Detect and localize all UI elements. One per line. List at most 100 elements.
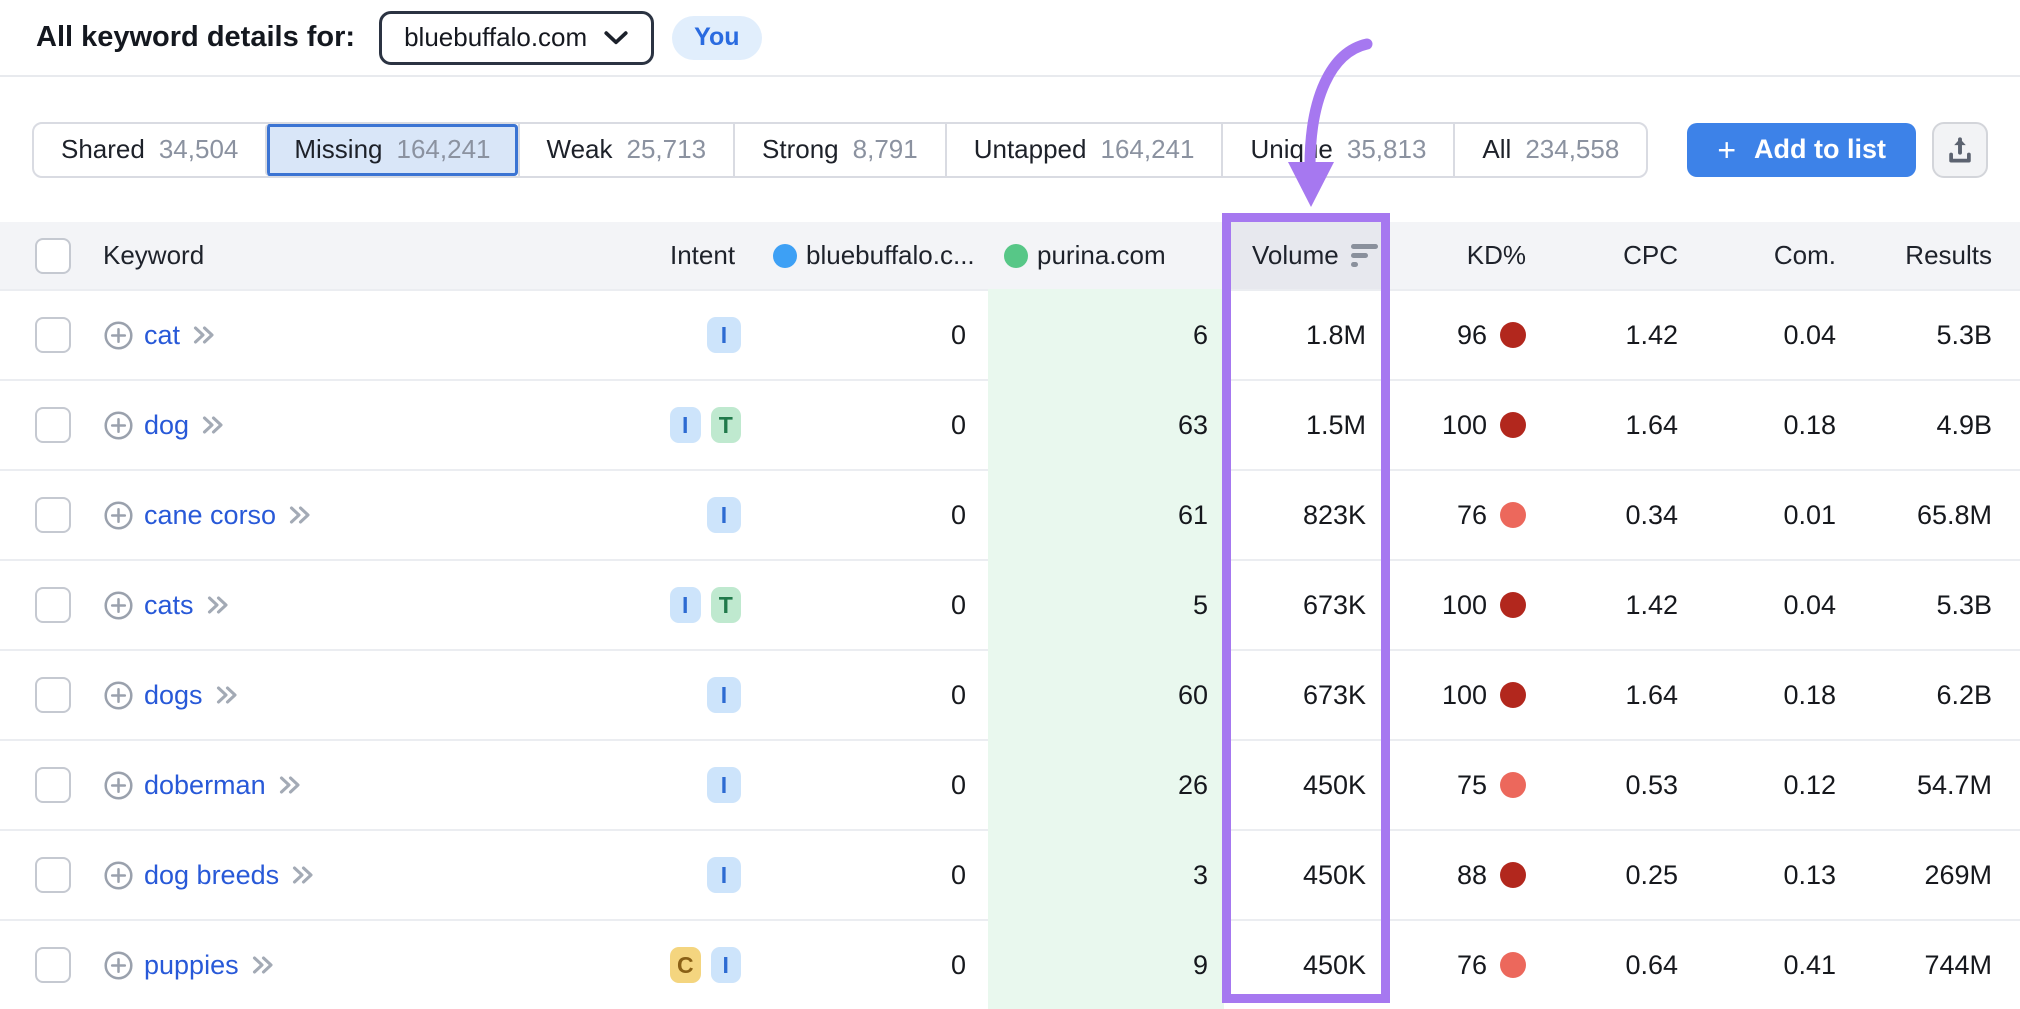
volume-value: 823K xyxy=(1302,499,1366,530)
select-all-checkbox[interactable] xyxy=(35,237,71,274)
site1-value: 0 xyxy=(950,589,966,620)
filter-tab-count: 164,241 xyxy=(396,134,491,164)
keyword-link[interactable]: cane corso xyxy=(144,499,277,530)
kd-value: 96 xyxy=(1456,319,1487,350)
toolbar: Shared 34,504 Missing 164,241 Weak 25,71… xyxy=(0,77,2020,222)
table-row: dogs I 0 60 673K 100 1.64 0.18 6.2B xyxy=(0,649,2020,739)
volume-value: 450K xyxy=(1302,769,1366,800)
filter-tab-unique[interactable]: Unique 35,813 xyxy=(1221,123,1453,176)
add-to-list-button[interactable]: + Add to list xyxy=(1687,122,1916,177)
com-column-header[interactable]: Com. xyxy=(1773,240,1836,270)
plus-icon: + xyxy=(1717,131,1737,168)
site2-value: 60 xyxy=(988,649,1224,739)
add-keyword-icon[interactable] xyxy=(103,590,134,621)
filter-tab-weak[interactable]: Weak 25,713 xyxy=(517,123,734,176)
filter-tab-count: 164,241 xyxy=(1100,134,1195,164)
filter-tab-untapped[interactable]: Untapped 164,241 xyxy=(944,123,1222,176)
site2-value: 6 xyxy=(988,289,1224,379)
row-checkbox[interactable] xyxy=(35,407,71,443)
results-column-header[interactable]: Results xyxy=(1905,240,1992,270)
row-checkbox[interactable] xyxy=(35,587,71,623)
filter-tab-strong[interactable]: Strong 8,791 xyxy=(733,123,945,176)
site1-value: 0 xyxy=(950,319,966,350)
com-value: 0.18 xyxy=(1783,409,1836,440)
add-keyword-icon[interactable] xyxy=(103,500,134,531)
com-value: 0.18 xyxy=(1783,679,1836,710)
intent-badges: I xyxy=(670,677,750,713)
results-value: 54.7M xyxy=(1916,769,1992,800)
site1-value: 0 xyxy=(950,679,966,710)
keyword-link[interactable]: dogs xyxy=(144,679,203,710)
keyword-link[interactable]: cat xyxy=(144,319,181,350)
row-checkbox[interactable] xyxy=(35,497,71,533)
filter-tab-label: Unique xyxy=(1250,134,1333,164)
intent-badge-i: I xyxy=(707,677,741,713)
double-chevron-icon[interactable] xyxy=(204,593,232,617)
add-keyword-icon[interactable] xyxy=(103,680,134,711)
double-chevron-icon[interactable] xyxy=(249,953,277,977)
kd-value: 76 xyxy=(1456,499,1487,530)
double-chevron-icon[interactable] xyxy=(199,413,227,437)
cpc-value: 0.34 xyxy=(1625,499,1678,530)
filter-tab-missing[interactable]: Missing 164,241 xyxy=(265,123,518,176)
row-checkbox[interactable] xyxy=(35,317,71,353)
site1-column-label: bluebuffalo.c... xyxy=(806,240,975,270)
keyword-table: Keyword Intent bluebuffalo.c... purina.c… xyxy=(0,222,2020,1009)
double-chevron-icon[interactable] xyxy=(213,683,241,707)
site1-dot-icon xyxy=(773,243,797,268)
intent-badge-i: I xyxy=(707,857,741,893)
cpc-column-header[interactable]: CPC xyxy=(1623,240,1678,270)
intent-badge-i: I xyxy=(707,497,741,533)
com-value: 0.13 xyxy=(1783,859,1836,890)
page-title: All keyword details for: xyxy=(36,21,356,53)
double-chevron-icon[interactable] xyxy=(286,503,314,527)
export-button[interactable] xyxy=(1932,121,1988,178)
intent-column-header: Intent xyxy=(670,240,736,270)
site1-value: 0 xyxy=(950,769,966,800)
com-value: 0.04 xyxy=(1783,589,1836,620)
add-keyword-icon[interactable] xyxy=(103,860,134,891)
add-keyword-icon[interactable] xyxy=(103,770,134,801)
com-value: 0.12 xyxy=(1783,769,1836,800)
filter-tab-count: 8,791 xyxy=(852,134,918,164)
double-chevron-icon[interactable] xyxy=(276,773,304,797)
keyword-link[interactable]: puppies xyxy=(144,949,239,980)
filter-tab-shared[interactable]: Shared 34,504 xyxy=(34,124,265,176)
results-value: 5.3B xyxy=(1936,589,1992,620)
kd-column-header[interactable]: KD% xyxy=(1466,240,1526,270)
row-checkbox[interactable] xyxy=(35,677,71,713)
filter-tab-count: 234,558 xyxy=(1525,134,1620,164)
keyword-link[interactable]: cats xyxy=(144,589,194,620)
keyword-link[interactable]: dog breeds xyxy=(144,859,280,890)
add-keyword-icon[interactable] xyxy=(103,950,134,981)
domain-selector-value: bluebuffalo.com xyxy=(404,22,588,52)
volume-value: 673K xyxy=(1302,589,1366,620)
keyword-link[interactable]: dog xyxy=(144,409,190,440)
volume-value: 1.8M xyxy=(1305,319,1366,350)
intent-badge-i: I xyxy=(707,317,741,353)
kd-difficulty-dot xyxy=(1500,952,1526,978)
row-checkbox[interactable] xyxy=(35,947,71,983)
kd-value: 88 xyxy=(1456,859,1487,890)
site1-column-header[interactable]: bluebuffalo.c... xyxy=(750,240,988,271)
add-keyword-icon[interactable] xyxy=(103,410,134,441)
table-row: doberman I 0 26 450K 75 0.53 0.12 54.7M xyxy=(0,739,2020,829)
domain-selector[interactable]: bluebuffalo.com xyxy=(379,10,655,65)
kd-difficulty-dot xyxy=(1500,772,1526,798)
filter-tab-label: Strong xyxy=(762,134,839,164)
filter-tab-all[interactable]: All 234,558 xyxy=(1453,123,1646,176)
keyword-link[interactable]: doberman xyxy=(144,769,266,800)
site2-column-header[interactable]: purina.com xyxy=(988,222,1224,289)
row-checkbox[interactable] xyxy=(35,767,71,803)
add-keyword-icon[interactable] xyxy=(103,320,134,351)
site1-value: 0 xyxy=(950,409,966,440)
volume-column-header[interactable]: Volume xyxy=(1224,222,1390,289)
kd-value: 100 xyxy=(1441,409,1487,440)
row-checkbox[interactable] xyxy=(35,857,71,893)
filter-tab-count: 35,813 xyxy=(1346,134,1427,164)
double-chevron-icon[interactable] xyxy=(190,323,218,347)
double-chevron-icon[interactable] xyxy=(289,863,317,887)
